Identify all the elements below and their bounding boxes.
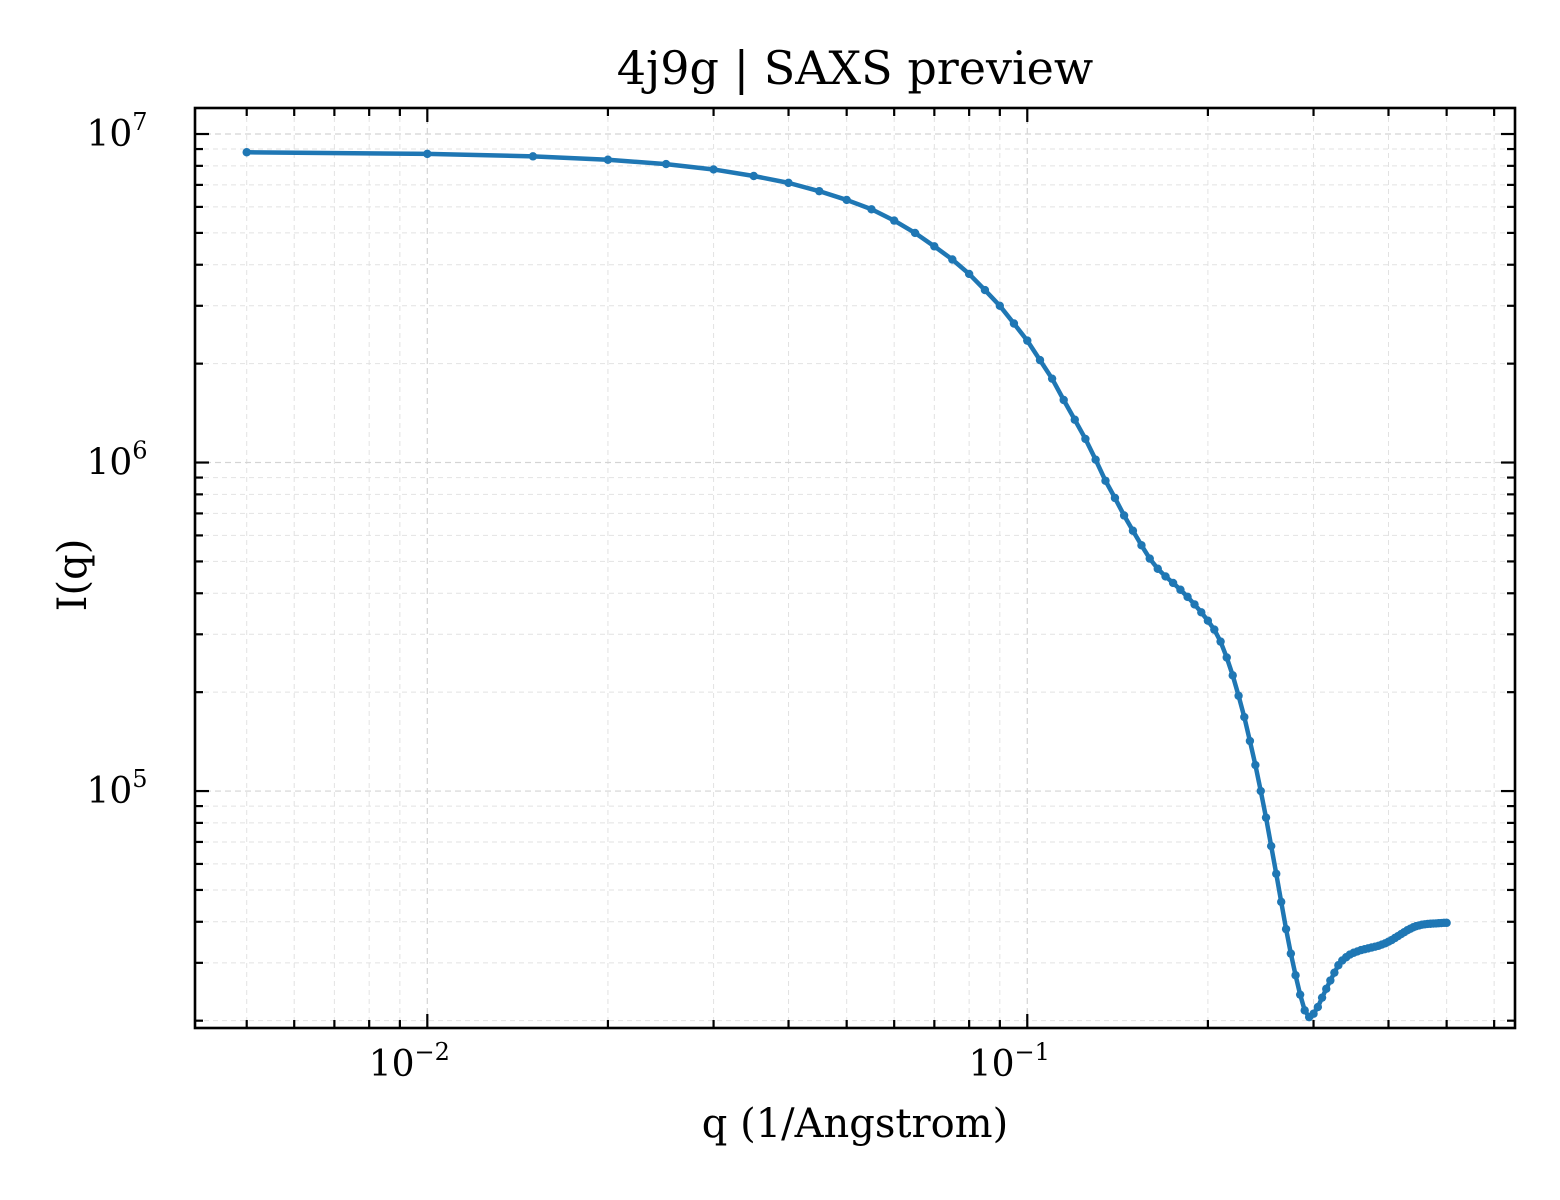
data-point [1251, 760, 1260, 770]
data-point [1228, 671, 1237, 680]
data-point [1176, 585, 1185, 594]
series-group [242, 148, 1451, 1022]
data-point [1309, 1009, 1318, 1018]
y-tick-label: 107 [86, 108, 147, 155]
data-point [1317, 993, 1327, 1002]
grid [195, 108, 1515, 1028]
data-point [1216, 637, 1225, 646]
y-tick-label-exp: 5 [132, 765, 147, 793]
data-point [995, 301, 1005, 310]
x-tick-label-exp: −2 [415, 1038, 450, 1066]
data-point [1210, 625, 1219, 634]
data-point [1137, 541, 1146, 550]
y-tick-label-base: 10 [86, 114, 132, 155]
data-point [1197, 608, 1206, 617]
data-point [815, 186, 824, 196]
data-point [784, 178, 793, 188]
data-point [1330, 968, 1339, 977]
data-point [1240, 712, 1249, 722]
data-point [1091, 455, 1100, 464]
x-tick-label-exp: −1 [1014, 1038, 1049, 1066]
data-point [1266, 841, 1276, 851]
data-point [1009, 319, 1019, 328]
ticks [195, 108, 1515, 1028]
data-point [910, 228, 920, 238]
data-point [1070, 415, 1079, 424]
data-point [1128, 526, 1138, 535]
x-tick-label-base: 10 [369, 1044, 415, 1085]
data-point [1245, 736, 1255, 746]
data-point [1119, 511, 1129, 520]
data-point [1291, 971, 1300, 980]
data-point [1322, 984, 1331, 994]
data-point [1281, 924, 1291, 934]
y-axis-label: I(q) [50, 539, 96, 612]
data-point [1300, 1006, 1309, 1015]
chart-title: 4j9g | SAXS preview [617, 41, 1094, 95]
data-point [1183, 592, 1192, 602]
data-point [1023, 336, 1032, 345]
y-tick-label-exp: 6 [132, 437, 147, 465]
data-point [749, 171, 758, 181]
data-point [1326, 976, 1335, 985]
data-point [423, 149, 432, 159]
data-point [1047, 374, 1057, 383]
y-tick-label-base: 10 [86, 443, 132, 484]
x-axis-label: q (1/Angstrom) [702, 1101, 1008, 1147]
data-point [1272, 869, 1281, 878]
data-point [889, 216, 899, 225]
plot-frame [193, 106, 1517, 1030]
x-tick-label: 10−1 [969, 1038, 1050, 1085]
data-point [930, 242, 939, 251]
data-point [603, 155, 613, 164]
data-point [1101, 476, 1110, 485]
data-point [661, 159, 671, 169]
data-point [1168, 578, 1178, 588]
data-point [1222, 653, 1231, 662]
data-point [1110, 493, 1120, 503]
data-point [1081, 434, 1090, 444]
data-point [842, 195, 851, 205]
y-tick-label-base: 10 [86, 771, 132, 812]
data-point [1161, 572, 1170, 581]
data-point [1286, 949, 1296, 958]
data-point [1059, 395, 1068, 405]
data-point [1277, 897, 1286, 907]
y-tick-label: 105 [86, 765, 147, 812]
data-point [867, 205, 876, 214]
data-point [1313, 1002, 1323, 1012]
data-point [1234, 691, 1243, 700]
data-point [1442, 918, 1451, 928]
data-point [980, 285, 990, 295]
data-point [1256, 786, 1265, 796]
x-tick-label-base: 10 [969, 1044, 1015, 1085]
data-point [1261, 813, 1271, 822]
data-point [709, 165, 718, 174]
data-point [1203, 616, 1213, 625]
data-point [964, 269, 974, 279]
data-point [1035, 355, 1045, 365]
data-point [242, 148, 251, 157]
data-point [1190, 600, 1199, 609]
data-point [1145, 554, 1154, 563]
y-tick-label: 106 [86, 437, 147, 484]
y-tick-label-exp: 7 [132, 108, 147, 136]
data-point [528, 152, 538, 161]
data-point [948, 255, 957, 264]
data-point [1295, 990, 1305, 999]
data-point [1153, 564, 1162, 573]
x-tick-label: 10−2 [369, 1038, 450, 1085]
